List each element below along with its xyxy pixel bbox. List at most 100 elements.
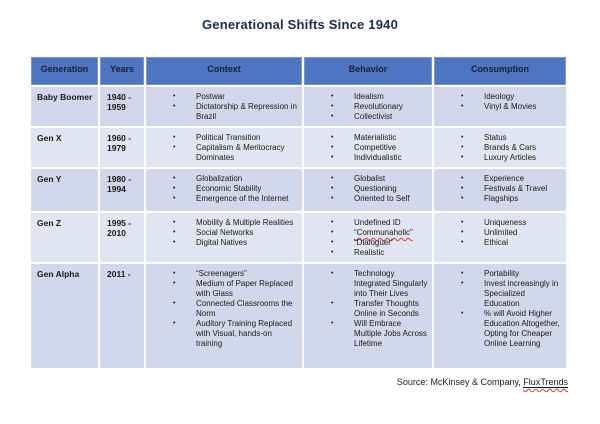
bullet-icon: • <box>331 219 334 226</box>
bullet-icon: • <box>173 103 176 110</box>
bullet-text: % will Avoid Higher Education Altogether… <box>484 309 560 348</box>
bullet-item: • Dictatorship & Repression in Brazil <box>146 102 302 122</box>
bullet-icon: • <box>331 270 334 277</box>
bullet-text: Connected Classrooms the Norm <box>196 299 293 318</box>
cell-years: 1960 - 1979 <box>100 128 144 167</box>
cell-behavior: • Idealism • Revolutionary • Collectivist <box>304 87 432 126</box>
bullet-text: Technology Integrated Singularly into Th… <box>354 269 428 298</box>
bullet-text: Postwar <box>196 92 225 101</box>
cell-context: • Postwar • Dictatorship & Repression in Br… <box>146 87 302 126</box>
bullet-text: Ideology <box>484 92 515 101</box>
bullet-icon: • <box>331 239 334 246</box>
bullet-item: • Idealism <box>304 92 432 102</box>
cell-behavior: • Technology Integrated Singularly into T… <box>304 264 432 368</box>
bullet-item: • Postwar <box>146 92 302 102</box>
bullet-icon: • <box>331 113 334 120</box>
cell-generation: Gen X <box>31 128 98 167</box>
cell-context: • Mobility & Multiple Realities • Social Ne… <box>146 213 302 262</box>
bullet-text: Collectivist <box>354 112 393 121</box>
bullet-icon: • <box>331 144 334 151</box>
bullet-icon: • <box>461 310 464 317</box>
bullet-icon: • <box>331 103 334 110</box>
bullet-item: • Invest increasingly in Specialized Educ… <box>434 279 566 309</box>
bullet-item: • Social Networks <box>146 228 302 238</box>
bullet-text: Festivals & Travel <box>484 184 548 193</box>
bullet-text: Revolutionary <box>354 102 403 111</box>
column-header-behavior: Behavior <box>304 57 432 85</box>
bullet-icon: • <box>173 229 176 236</box>
bullet-item: • Revolutionary <box>304 102 432 112</box>
table-row-gen-x: Gen X 1960 - 1979 • Political Transition • Ca… <box>31 128 566 167</box>
bullet-item: • Status <box>434 133 566 143</box>
bullet-icon: • <box>331 195 334 202</box>
cell-years: 1940 - 1959 <box>100 87 144 126</box>
bullet-icon: • <box>331 154 334 161</box>
bullet-item: • Brands & Cars <box>434 143 566 153</box>
cell-years: 1980 - 1994 <box>100 169 144 211</box>
bullet-text: Flagships <box>484 194 519 203</box>
bullet-text: Auditory Training Replaced with Visual, … <box>196 319 293 348</box>
bullet-icon: • <box>461 134 464 141</box>
bullet-text: Social Networks <box>196 228 254 237</box>
bullet-icon: • <box>461 280 464 287</box>
bullet-item: • Vinyl & Movies <box>434 102 566 112</box>
bullet-icon: • <box>461 270 464 277</box>
bullet-icon: • <box>331 300 334 307</box>
bullet-text: Digital Natives <box>196 238 248 247</box>
table-header-row: Generation Years Context Behavior Consum… <box>31 57 566 85</box>
bullet-text: Ethical <box>484 238 509 247</box>
source-note: Source: McKinsey & Company, FluxTrends <box>396 377 568 388</box>
cell-behavior: • Globalist • Questioning • Oriented to Self <box>304 169 432 211</box>
bullet-item: • Emergence of the Internet <box>146 194 302 204</box>
bullet-icon: • <box>461 175 464 182</box>
cell-generation: Gen Alpha <box>31 264 98 368</box>
bullet-text: Competitive <box>354 143 397 152</box>
bullet-icon: • <box>461 229 464 236</box>
bullet-icon: • <box>173 175 176 182</box>
table-row-gen-alpha: Gen Alpha 2011 - • “Screenagers” • Medium of … <box>31 264 566 368</box>
generational-table: Generation Years Context Behavior Consum… <box>31 57 566 370</box>
cell-generation: Gen Z <box>31 213 98 262</box>
bullet-text: Unlimited <box>484 228 518 237</box>
bullet-icon: • <box>461 195 464 202</box>
bullet-text: Emergence of the Internet <box>196 194 289 203</box>
bullet-item: • Oriented to Self <box>304 194 432 204</box>
table-row-gen-z: Gen Z 1995 - 2010 • Mobility & Multiple Rea… <box>31 213 566 262</box>
bullet-icon: • <box>173 320 176 327</box>
bullet-text: Globalization <box>196 174 243 183</box>
source-text: Source: McKinsey & Company, <box>396 377 524 387</box>
cell-behavior: • Materialistic • Competitive • Individualist… <box>304 128 432 167</box>
bullet-item: • Auditory Training Replaced with Visual,… <box>146 319 302 349</box>
column-header-context: Context <box>146 57 302 85</box>
bullet-text: Dictatorship & Repression in Brazil <box>196 102 297 121</box>
bullet-item: • Mobility & Multiple Realities <box>146 218 302 228</box>
bullet-text: Idealism <box>354 92 384 101</box>
bullet-icon: • <box>461 185 464 192</box>
bullet-text: Individualistic <box>354 153 402 162</box>
bullet-item: • Ethical <box>434 238 566 248</box>
cell-years: 1995 - 2010 <box>100 213 144 262</box>
bullet-text: Vinyl & Movies <box>484 102 537 111</box>
bullet-item: • Capitalism & Meritocracy Dominates <box>146 143 302 163</box>
bullet-item: • Portability <box>434 269 566 279</box>
bullet-item: • “Communaholic” <box>304 228 432 238</box>
bullet-icon: • <box>173 134 176 141</box>
bullet-text: Oriented to Self <box>354 194 410 203</box>
bullet-item: • Festivals & Travel <box>434 184 566 194</box>
table-body: Baby Boomer 1940 - 1959 • Postwar • Dictators… <box>31 87 566 368</box>
page-title: Generational Shifts Since 1940 <box>201 17 399 32</box>
bullet-icon: • <box>173 195 176 202</box>
cell-consumption: • Uniqueness • Unlimited • Ethical <box>434 213 566 262</box>
bullet-icon: • <box>331 185 334 192</box>
cell-consumption: • Experience • Festivals & Travel • Flagships <box>434 169 566 211</box>
bullet-text: Globalist <box>354 174 386 183</box>
bullet-icon: • <box>331 320 334 327</box>
bullet-item: • Globalization <box>146 174 302 184</box>
column-header-generation: Generation <box>31 57 98 85</box>
bullet-item: • Globalist <box>304 174 432 184</box>
source-link-fluxtrends[interactable]: FluxTrends <box>523 377 568 388</box>
bullet-text: Political Transition <box>196 133 261 142</box>
table-row-gen-y: Gen Y 1980 - 1994 • Globalization • Economic … <box>31 169 566 211</box>
bullet-icon: • <box>173 280 176 287</box>
